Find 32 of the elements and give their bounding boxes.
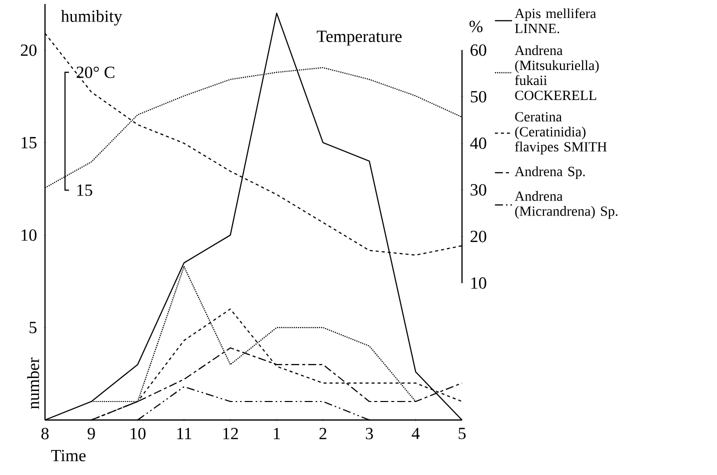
x-tick-label: 4 bbox=[412, 428, 420, 440]
legend-label: Apis mellifera LINNE. bbox=[514, 8, 596, 34]
y3-tick-label: 20° C bbox=[76, 66, 114, 78]
y-tick-label: 5 bbox=[30, 322, 36, 334]
x-tick-label: 12 bbox=[223, 428, 238, 440]
y2-tick-label: 40 bbox=[470, 138, 486, 150]
y2-tick-label: 10 bbox=[471, 277, 486, 289]
y-tick-label: 20 bbox=[20, 44, 36, 56]
x-tick-label: 5 bbox=[458, 428, 466, 440]
y3-tick-label: 15 bbox=[77, 184, 92, 196]
legend-label: Andrena (Mitsukuriella) fukaii COCKERELL bbox=[514, 45, 599, 100]
legend-label: Ceratina (Ceratinidia) flavipes SMITH bbox=[514, 112, 607, 154]
series-label: humibity bbox=[61, 10, 122, 26]
series-label: Temperature bbox=[316, 30, 402, 46]
x-tick-label: 1 bbox=[274, 428, 280, 440]
legend-label: Andrena Sp. bbox=[514, 166, 585, 180]
x-tick-label: 8 bbox=[41, 428, 49, 440]
y2-tick-label: 60 bbox=[470, 44, 486, 56]
legend-label: Andrena (Micrandrena) Sp. bbox=[514, 191, 618, 219]
y-tick-label: 15 bbox=[22, 136, 36, 148]
x-tick-label: 9 bbox=[88, 428, 95, 440]
x-tick-label: 2 bbox=[320, 428, 326, 440]
y2-tick-label: 50 bbox=[470, 90, 486, 102]
y2-axis-title: % bbox=[470, 20, 483, 32]
y2-tick-label: 20 bbox=[470, 230, 486, 242]
x-axis-title: Time bbox=[51, 450, 86, 462]
y2-tick-label: 30 bbox=[470, 184, 486, 196]
x-tick-label: 3 bbox=[366, 428, 373, 440]
y-axis-title: number bbox=[27, 358, 40, 409]
x-tick-label: 10 bbox=[130, 428, 146, 440]
x-tick-label: 11 bbox=[177, 428, 192, 440]
y-tick-label: 10 bbox=[22, 229, 36, 241]
